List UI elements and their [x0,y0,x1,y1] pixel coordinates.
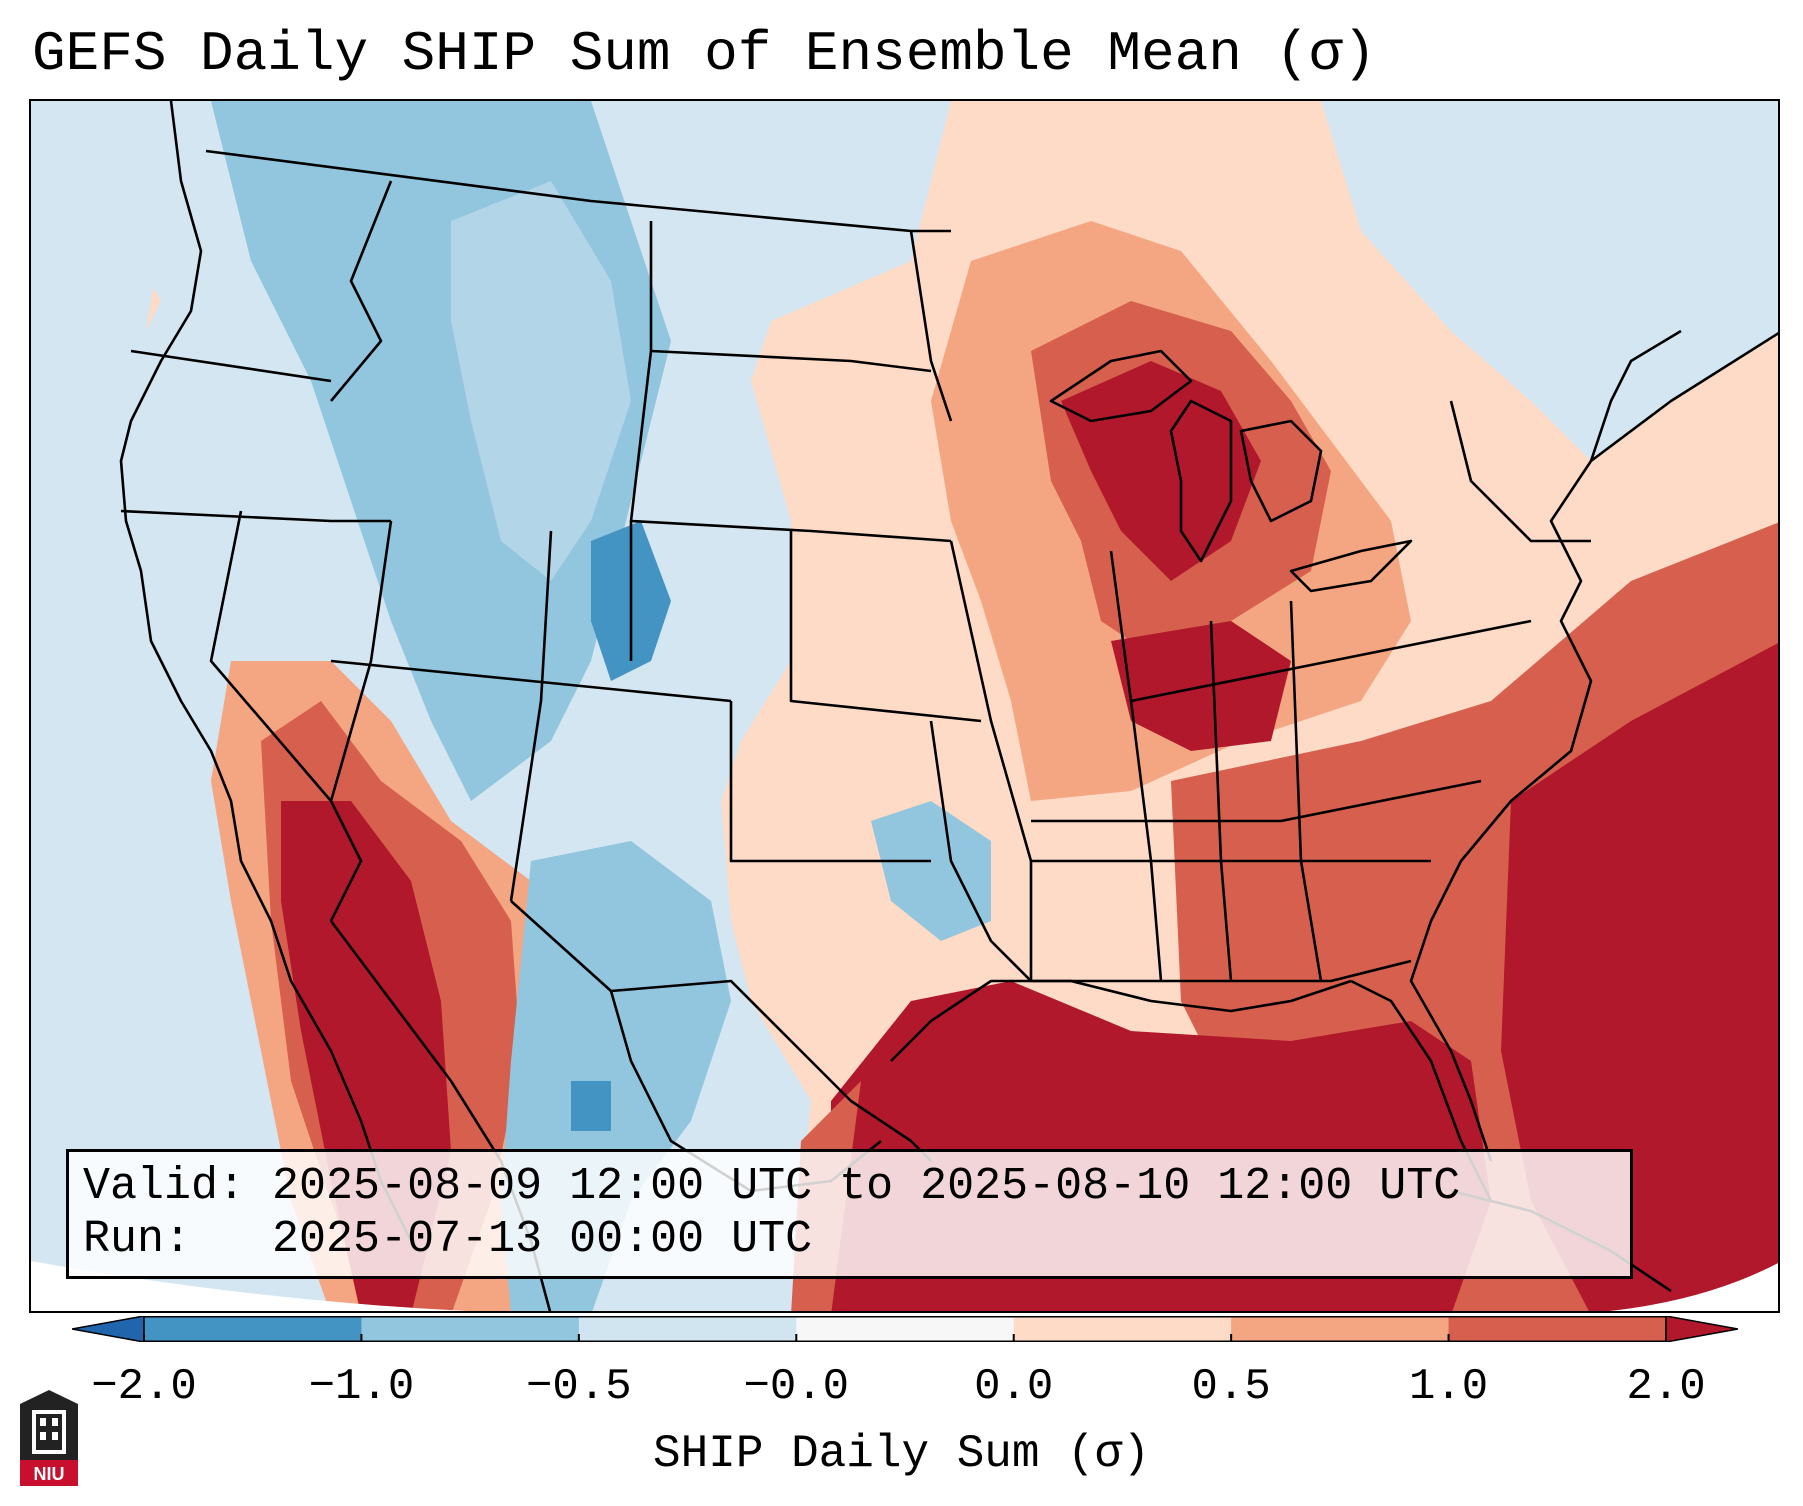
colorbar-extend-low [72,1316,145,1342]
colorbar-bin [1448,1316,1667,1342]
colorbar [72,1316,1738,1342]
colorbar-bin [1231,1316,1450,1342]
colorbar-tick-label: 0.0 [974,1362,1054,1412]
colorbar-bin [144,1316,362,1342]
map-panel[interactable] [29,99,1780,1313]
valid-run-info-box: Valid: 2025-08-09 12:00 UTC to 2025-08-1… [66,1149,1633,1279]
map-title: GEFS Daily SHIP Sum of Ensemble Mean (σ) [32,22,1377,86]
colorbar-tick-label: 1.0 [1408,1362,1489,1412]
colorbar-bin [578,1316,797,1342]
run-value: 2025-07-13 00:00 UTC [272,1214,813,1265]
colorbar-bin [796,1316,1015,1342]
colorbar-label: SHIP Daily Sum (σ) [653,1428,1150,1480]
valid-label: Valid: [83,1161,246,1212]
colorbar-tick-label: −1.0 [308,1362,415,1412]
logo-text: NIU [34,1464,65,1484]
niu-logo-icon: NIU [20,1390,78,1486]
colorbar-tick-label: −0.5 [526,1362,632,1412]
colorbar-tick-label: 0.5 [1191,1362,1271,1412]
run-label: Run: [83,1214,192,1265]
colorbar-bin [1013,1316,1232,1342]
colorbar-bin [361,1316,580,1342]
anomaly-map [31,101,1778,1311]
colorbar-tick-label: −0.0 [743,1362,850,1412]
colorbar-outline [143,1316,1667,1342]
colorbar-tick-label: −2.0 [91,1362,197,1412]
colorbar-extend-high [1665,1316,1738,1342]
colorbar-tick-label: 2.0 [1626,1362,1706,1412]
valid-value: 2025-08-09 12:00 UTC to 2025-08-10 12:00… [272,1161,1461,1212]
